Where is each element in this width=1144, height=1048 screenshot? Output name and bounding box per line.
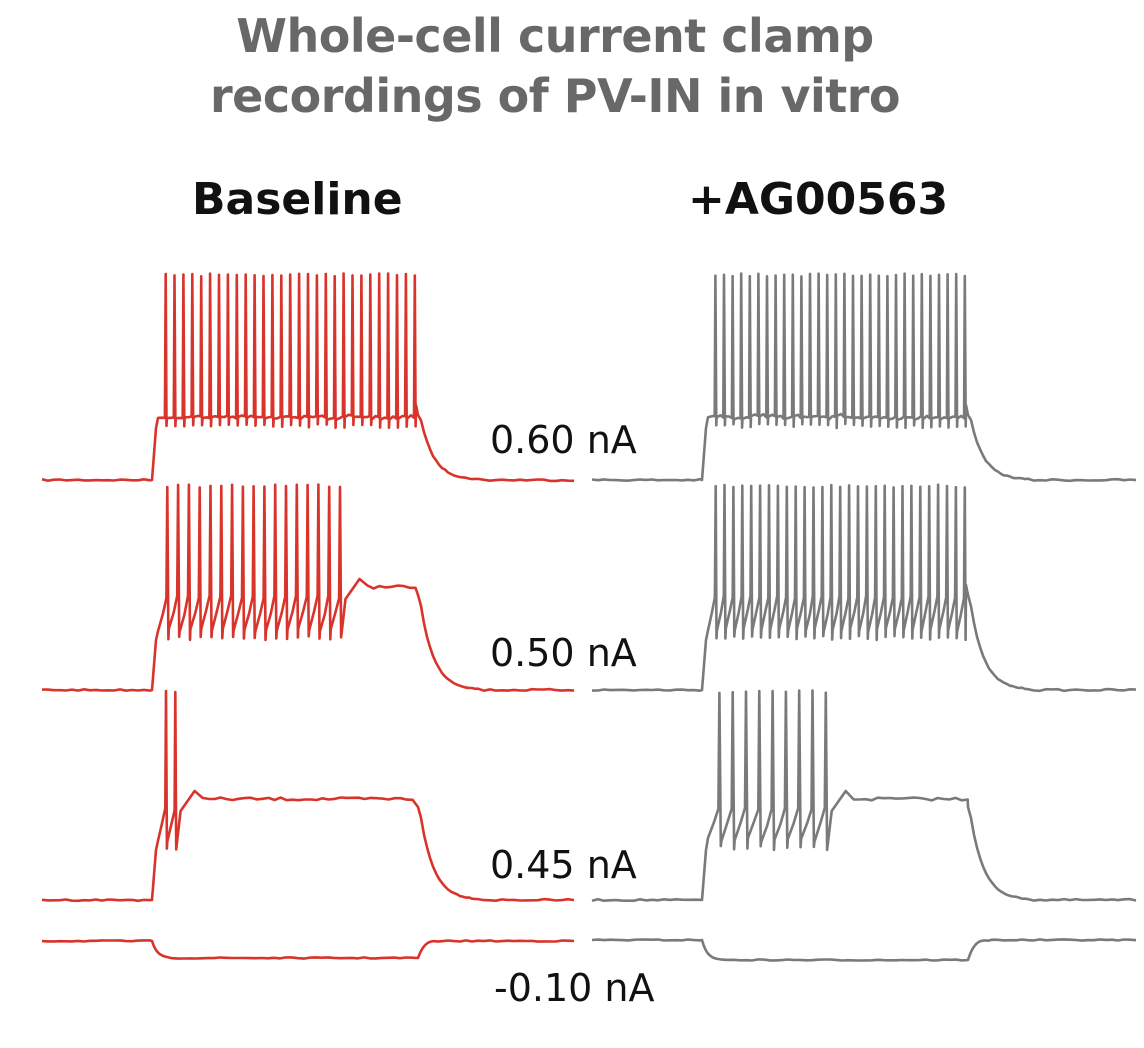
trace-group [41,272,1137,962]
current-label-sweep-3: 0.45 nA [486,843,641,887]
trace-baseline-sweep-3 [41,689,575,903]
trace-drug-sweep-2 [591,483,1137,693]
trace-drug-sweep-4 [591,938,1137,962]
current-label-sweep-4: -0.10 nA [490,966,659,1010]
trace-drug-sweep-3 [591,689,1137,902]
trace-baseline-sweep-1 [41,272,575,483]
title-line-1: Whole-cell current clamp [236,9,874,63]
trace-baseline-sweep-2 [42,483,575,692]
trace-drug-sweep-1 [591,272,1137,483]
condition-label-baseline: Baseline [192,174,403,225]
current-label-sweep-2: 0.50 nA [486,631,641,675]
title-line-2: recordings of PV-IN in vitro [209,69,901,123]
condition-label-drug: +AG00563 [688,174,949,225]
current-label-sweep-1: 0.60 nA [486,418,641,462]
figure-title: Whole-cell current clamp recordings of P… [0,6,1110,126]
trace-baseline-sweep-4 [41,939,575,960]
